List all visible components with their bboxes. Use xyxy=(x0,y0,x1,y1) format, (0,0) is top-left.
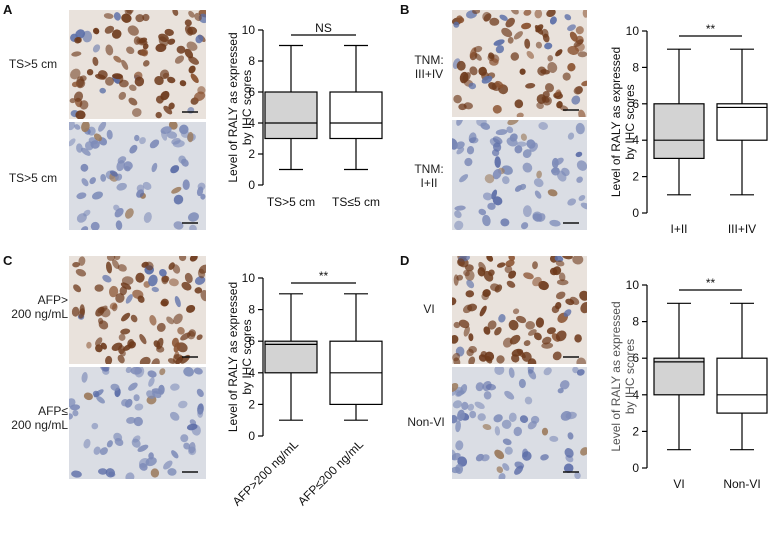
x-tick-label: VI xyxy=(673,477,684,491)
box xyxy=(716,103,768,141)
micrograph xyxy=(69,256,206,364)
x-tick-label: AFP≤200 ng/mL xyxy=(295,437,366,508)
y-tick-label: 4 xyxy=(248,366,255,380)
y-tick-label: 0 xyxy=(248,178,255,192)
significance-label: NS xyxy=(315,21,332,35)
y-axis-label: Level of RALY as expressedby IHC scores xyxy=(226,32,254,182)
panel-letter-b: B xyxy=(400,2,410,17)
box xyxy=(653,357,705,396)
y-tick-label: 8 xyxy=(632,60,639,74)
y-tick-label: 0 xyxy=(632,206,639,220)
micrograph xyxy=(69,10,206,119)
y-tick-label: 4 xyxy=(248,116,255,130)
y-tick-label: 10 xyxy=(626,278,640,292)
y-tick-label: 4 xyxy=(632,133,639,147)
y-tick-label: 4 xyxy=(632,388,639,402)
significance-label: ** xyxy=(319,269,329,283)
box xyxy=(716,357,768,414)
y-tick-label: 2 xyxy=(248,397,255,411)
micrograph xyxy=(452,367,587,479)
micrograph xyxy=(452,10,587,117)
y-tick-label: 2 xyxy=(248,147,255,161)
panel-letter-c: C xyxy=(3,253,13,268)
image-label: TNM: III+IV xyxy=(414,53,444,81)
y-tick-label: 6 xyxy=(632,97,639,111)
y-tick-label: 10 xyxy=(242,271,256,285)
y-axis-label: Level of RALY as expressedby IHC scores xyxy=(226,282,254,432)
box xyxy=(329,91,383,140)
image-label: AFP≤ 200 ng/mL xyxy=(11,404,68,432)
image-label: TS>5 cm xyxy=(8,57,58,71)
box xyxy=(264,91,318,140)
y-tick-label: 6 xyxy=(248,85,255,99)
x-tick-label: I+II xyxy=(670,222,687,236)
image-label: TS>5 cm xyxy=(8,171,58,185)
y-tick-label: 2 xyxy=(632,424,639,438)
y-tick-label: 0 xyxy=(248,429,255,443)
micrograph xyxy=(69,122,206,230)
y-tick-label: 8 xyxy=(632,315,639,329)
box xyxy=(264,340,318,374)
y-tick-label: 6 xyxy=(248,334,255,348)
y-axis-label: Level of RALY as expressedby IHC scores xyxy=(609,301,637,451)
y-axis-label: Level of RALY as expressedby IHC scores xyxy=(609,47,637,197)
x-tick-label: AFP>200 ng/mL xyxy=(230,437,302,509)
image-label: VI xyxy=(423,302,435,316)
micrograph xyxy=(452,120,587,230)
micrograph xyxy=(69,367,206,479)
y-tick-label: 10 xyxy=(242,23,256,37)
image-label: TNM: I+II xyxy=(414,162,444,190)
x-tick-label: Non-VI xyxy=(723,477,760,491)
y-tick-label: 10 xyxy=(626,24,640,38)
x-tick-label: TS≤5 cm xyxy=(332,195,380,209)
image-label: Non-VI xyxy=(407,415,445,429)
significance-label: ** xyxy=(706,276,716,290)
y-tick-label: 0 xyxy=(632,461,639,475)
micrograph xyxy=(452,256,587,364)
box xyxy=(653,103,705,160)
y-tick-label: 8 xyxy=(248,303,255,317)
x-tick-label: III+IV xyxy=(728,222,756,236)
panel-letter-a: A xyxy=(3,2,13,17)
y-tick-label: 2 xyxy=(632,170,639,184)
y-tick-label: 8 xyxy=(248,54,255,68)
x-tick-label: TS>5 cm xyxy=(267,195,315,209)
significance-label: ** xyxy=(706,22,716,36)
image-label: AFP> 200 ng/mL xyxy=(11,293,68,321)
y-tick-label: 6 xyxy=(632,351,639,365)
panel-letter-d: D xyxy=(400,253,410,268)
